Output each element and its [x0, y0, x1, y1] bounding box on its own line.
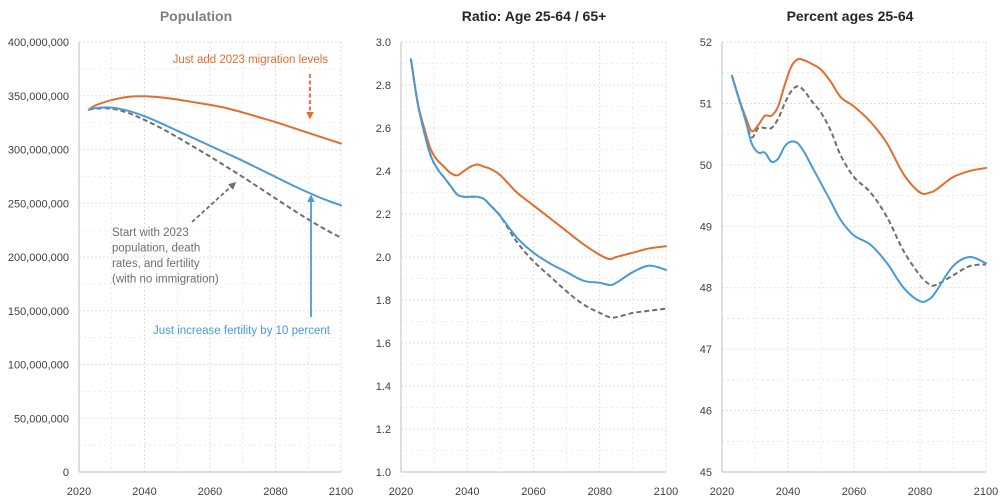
annotation-line: (with no immigration): [112, 274, 219, 286]
annotation-arrow-baseline: [191, 181, 237, 223]
annotation-baseline-label: Start with 2023 population, death rates, a…: [112, 227, 219, 286]
y-tick-label: 1.4: [376, 381, 391, 393]
annotation-migration-label: Just add 2023 migration levels: [173, 54, 329, 66]
series-line-baseline: [730, 75, 987, 287]
y-tick-label: 48: [700, 283, 712, 295]
population-chart: Population 0 50,000,000 100,000,000 150,000,…: [8, 8, 353, 498]
x-tick-label: 2060: [198, 486, 222, 498]
x-tick-label: 2060: [842, 486, 866, 498]
y-tick-label: 2.4: [376, 166, 391, 178]
y-tick-label: 2.6: [376, 123, 391, 135]
series-line-migration: [409, 58, 667, 261]
chart-title: Percent ages 25-64: [787, 8, 914, 24]
annotation-fertility-label: Just increase fertility by 10 percent: [153, 325, 331, 337]
y-tick-label: 400,000,000: [8, 37, 69, 49]
series-line-fertility: [730, 74, 987, 303]
y-tick-label: 2.0: [376, 252, 391, 264]
y-tick-label: 1.6: [376, 338, 391, 350]
series-line-migration: [730, 57, 987, 195]
y-tick-label: 200,000,000: [8, 252, 69, 264]
series-line-fertility: [87, 106, 342, 207]
y-tick-label: 100,000,000: [8, 360, 69, 372]
series-line-fertility: [409, 58, 667, 286]
annotation-line: rates, and fertility: [112, 258, 200, 270]
x-tick-label: 2080: [263, 486, 287, 498]
y-tick-label: 2.2: [376, 209, 391, 221]
annotation-line: Just add 2023 migration levels: [173, 54, 329, 66]
y-tick-label: 51: [700, 98, 712, 110]
y-tick-label: 49: [700, 221, 712, 233]
x-tick-label: 2080: [908, 486, 932, 498]
series-line-migration: [87, 95, 342, 145]
y-tick-label: 350,000,000: [8, 91, 69, 103]
y-tick-label: 45: [700, 467, 712, 479]
y-tick-label: 46: [700, 406, 712, 418]
chart-title: Population: [160, 8, 232, 24]
annotation-line: Just increase fertility by 10 percent: [153, 325, 331, 337]
y-tick-label: 3.0: [376, 37, 391, 49]
y-tick-label: 300,000,000: [8, 145, 69, 157]
y-tick-label: 2.8: [376, 80, 391, 92]
annotation-line: Start with 2023: [112, 227, 189, 239]
x-tick-label: 2100: [654, 486, 678, 498]
y-tick-label: 1.2: [376, 424, 391, 436]
x-tick-label: 2020: [710, 486, 734, 498]
percent-chart: Percent ages 25-64 45 46 47 48 49 50 51 52 2020 20…: [700, 8, 998, 498]
x-tick-label: 2080: [588, 486, 612, 498]
x-tick-label: 2060: [521, 486, 545, 498]
annotation-line: population, death: [112, 243, 200, 255]
x-tick-label: 2040: [132, 486, 156, 498]
x-tick-label: 2020: [389, 486, 413, 498]
x-tick-label: 2040: [776, 486, 800, 498]
y-tick-label: 50,000,000: [14, 413, 69, 425]
y-tick-label: 50: [700, 160, 712, 172]
x-tick-label: 2100: [329, 486, 353, 498]
y-tick-label: 250,000,000: [8, 198, 69, 210]
series-line-baseline: [88, 107, 342, 239]
y-tick-label: 52: [700, 37, 712, 49]
x-tick-label: 2040: [455, 486, 479, 498]
y-tick-label: 0: [63, 467, 69, 479]
y-tick-label: 1.8: [376, 295, 391, 307]
ratio-chart: Ratio: Age 25-64 / 65+ 1.0 1.2 1.4 1.6 1.8 2.0…: [376, 8, 679, 498]
x-tick-label: 2100: [974, 486, 998, 498]
y-tick-label: 150,000,000: [8, 306, 69, 318]
x-tick-label: 2020: [67, 486, 91, 498]
y-tick-label: 47: [700, 344, 712, 356]
y-tick-label: 1.0: [376, 467, 391, 479]
chart-title: Ratio: Age 25-64 / 65+: [462, 8, 607, 24]
